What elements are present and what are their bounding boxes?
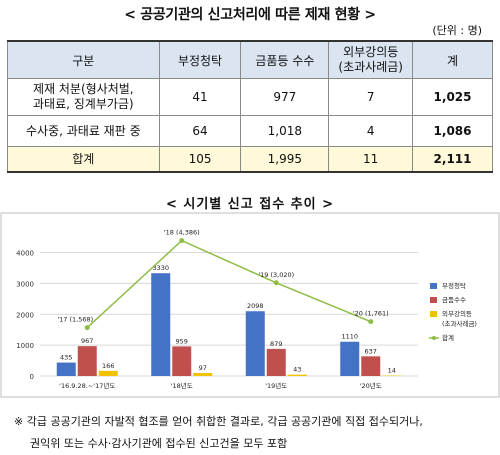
row-label: 합계 — [8, 147, 160, 173]
y-tick-label: 4000 — [16, 250, 34, 258]
bar — [246, 311, 265, 376]
bar — [193, 373, 212, 376]
y-tick-label: 2000 — [16, 311, 34, 319]
cell-total: 2,111 — [413, 147, 493, 173]
bar-value-label: 967 — [81, 337, 93, 345]
bar-value-label: 97 — [199, 364, 207, 372]
table-row: 수사중, 과태료 재판 중 64 1,018 4 1,086 — [8, 116, 493, 147]
y-tick-label: 0 — [30, 373, 34, 381]
bar — [172, 346, 191, 376]
bar — [57, 363, 76, 376]
legend-swatch — [430, 283, 437, 289]
y-tick-label: 1000 — [16, 342, 34, 350]
table-row: 제재 처분(형사처벌, 과태료, 징계부가금) 41 977 7 1,025 — [8, 79, 493, 116]
header-lecture: 외부강의등(초과사례금) — [329, 41, 413, 79]
total-point-label: '17 (1,568) — [57, 316, 93, 324]
bar-value-label: 637 — [365, 347, 377, 355]
cell: 64 — [159, 116, 241, 147]
header-money: 금품등 수수 — [241, 41, 329, 79]
legend-swatch — [430, 311, 437, 317]
bar-value-label: 879 — [270, 340, 282, 348]
total-point — [368, 319, 373, 324]
legend-label: (초과사례금) — [442, 319, 477, 328]
header-solicitation: 부정청탁 — [159, 41, 241, 79]
x-tick-label: '20년도 — [360, 381, 382, 390]
bar — [151, 273, 170, 376]
x-tick-label: '18년도 — [171, 381, 193, 390]
cell: 977 — [241, 79, 329, 116]
cell: 1,018 — [241, 116, 329, 147]
total-point-label: '20 (1,761) — [353, 310, 389, 318]
cell: 41 — [159, 79, 241, 116]
legend-label: 부정청탁 — [442, 281, 466, 290]
total-point — [274, 280, 279, 285]
bar-value-label: 14 — [388, 367, 396, 375]
bar — [99, 371, 118, 376]
legend-label: 외부강의등 — [442, 309, 472, 318]
x-tick-label: '19년도 — [265, 381, 287, 390]
unit-label: (단위 : 명) — [432, 22, 482, 38]
bar-value-label: 2098 — [247, 302, 264, 310]
bar-value-label: 959 — [176, 337, 188, 345]
cell: 7 — [329, 79, 413, 116]
sanction-table: 구분 부정청탁 금품등 수수 외부강의등(초과사례금) 계 제재 처분(형사처벌… — [7, 40, 493, 173]
legend-swatch — [430, 297, 437, 303]
table-header-row: 구분 부정청탁 금품등 수수 외부강의등(초과사례금) 계 — [8, 41, 493, 79]
table-total-row: 합계 105 1,995 11 2,111 — [8, 147, 493, 173]
bar-value-label: 43 — [293, 366, 301, 374]
row-label: 수사중, 과태료 재판 중 — [8, 116, 160, 147]
bar-value-label: 166 — [102, 362, 114, 370]
cell-total: 1,086 — [413, 116, 493, 147]
cell-total: 1,025 — [413, 79, 493, 116]
bar — [78, 346, 97, 376]
bar — [361, 356, 380, 376]
legend-line-marker — [432, 336, 436, 340]
cell: 11 — [329, 147, 413, 173]
header-category: 구분 — [8, 41, 160, 79]
x-tick-label: '16.9.28.~'17년도 — [59, 381, 115, 390]
bar-value-label: 1110 — [341, 333, 358, 341]
legend-label: 합계 — [442, 333, 454, 342]
legend-label: 금품수수 — [442, 296, 466, 304]
total-point-label: '18 (4,386) — [164, 229, 200, 237]
y-tick-label: 3000 — [16, 280, 34, 288]
bar — [340, 342, 359, 376]
header-total: 계 — [413, 41, 493, 79]
cell: 105 — [159, 147, 241, 173]
footnote: ※ 각급 공공기관의 자발적 협조를 얻어 취합한 결과로, 각급 공공기관에 … — [14, 411, 494, 455]
table-title: < 공공기관의 신고처리에 따른 제재 현황 > — [0, 4, 500, 24]
row-label: 제재 처분(형사처벌, 과태료, 징계부가금) — [8, 79, 160, 116]
total-point — [179, 238, 184, 243]
bar — [288, 375, 307, 376]
bar — [267, 349, 286, 376]
chart-title: < 시기별 신고 접수 추이 > — [0, 193, 500, 212]
trend-chart: 0 1000 2000 3000 4000 435 967 166 '16.9.28.~'17년… — [0, 212, 500, 398]
bar-value-label: 435 — [60, 354, 72, 362]
total-point — [85, 325, 90, 330]
cell: 4 — [329, 116, 413, 147]
total-point-label: '19 (3,020) — [258, 271, 294, 279]
cell: 1,995 — [241, 147, 329, 173]
